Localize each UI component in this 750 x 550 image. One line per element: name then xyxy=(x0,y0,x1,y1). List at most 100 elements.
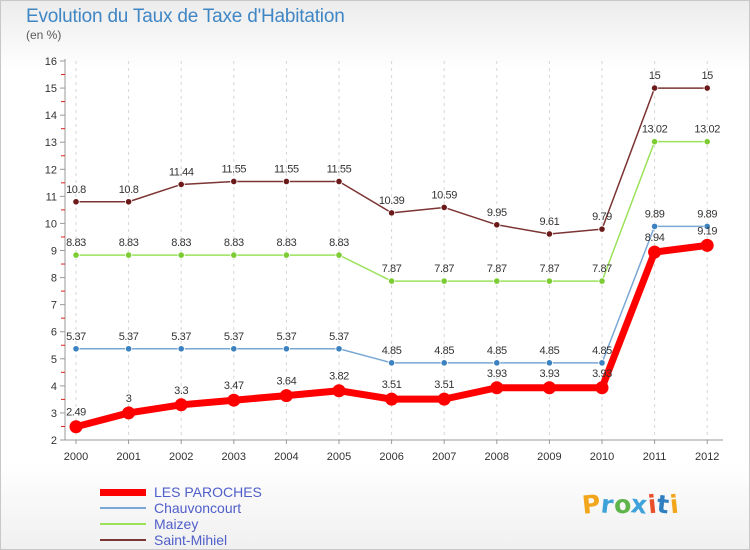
data-point xyxy=(174,398,188,412)
data-point xyxy=(177,251,185,259)
data-label: 10.59 xyxy=(431,189,457,201)
data-label: 8.83 xyxy=(224,237,244,249)
data-label: 4.85 xyxy=(382,345,402,357)
x-tick-label: 2006 xyxy=(379,451,403,463)
data-label: 8.83 xyxy=(119,237,139,249)
data-label: 9.95 xyxy=(487,207,507,219)
y-tick-label: 7 xyxy=(51,300,57,312)
data-label: 8.83 xyxy=(329,237,349,249)
data-label: 15 xyxy=(649,70,661,82)
data-point xyxy=(650,138,659,146)
data-label: 11.55 xyxy=(274,163,299,175)
data-point xyxy=(598,225,606,233)
data-point xyxy=(177,180,185,189)
x-tick-label: 2008 xyxy=(485,451,509,463)
x-tick-label: 2012 xyxy=(695,451,719,463)
y-tick-label: 12 xyxy=(45,164,57,176)
data-point xyxy=(703,222,711,231)
y-tick-label: 8 xyxy=(51,273,57,285)
y-tick-label: 16 xyxy=(45,56,57,68)
data-label: 2.49 xyxy=(66,407,86,419)
legend-label: Saint-Mihiel xyxy=(154,532,228,548)
data-point xyxy=(490,381,504,395)
data-point xyxy=(385,392,399,406)
data-point xyxy=(493,359,501,367)
legend-label: Chauvoncourt xyxy=(154,500,242,516)
data-label: 13.02 xyxy=(642,124,668,136)
data-label: 4.85 xyxy=(434,345,454,357)
data-label: 3.93 xyxy=(592,368,612,380)
legend-label: LES PAROCHES xyxy=(154,484,262,500)
data-label: 3.93 xyxy=(539,368,559,380)
y-tick-label: 5 xyxy=(51,354,57,366)
data-point xyxy=(335,177,343,186)
data-point xyxy=(282,251,290,259)
data-point xyxy=(282,177,290,186)
data-label: 5.37 xyxy=(276,331,296,343)
data-label: 3.64 xyxy=(276,376,296,388)
data-label: 7.87 xyxy=(434,263,454,275)
data-label: 3.93 xyxy=(487,368,507,380)
legend-item: Maizey xyxy=(100,516,262,532)
data-label: 9.79 xyxy=(592,211,612,223)
data-label: 7.87 xyxy=(592,263,612,275)
chart-legend: LES PAROCHES Chauvoncourt Maizey Saint-Mihi… xyxy=(100,484,262,548)
data-point xyxy=(703,84,711,92)
data-label: 3.82 xyxy=(329,371,349,383)
data-point xyxy=(122,406,136,420)
data-label: 8.83 xyxy=(66,237,86,249)
data-point xyxy=(72,345,80,353)
legend-item: Chauvoncourt xyxy=(100,500,262,516)
data-point xyxy=(335,251,343,259)
legend-item: LES PAROCHES xyxy=(100,484,262,500)
legend-item: Saint-Mihiel xyxy=(100,532,262,548)
data-label: 9.19 xyxy=(697,225,717,237)
data-point xyxy=(387,359,396,367)
data-point xyxy=(332,384,346,398)
x-tick-label: 2003 xyxy=(222,451,246,463)
data-point xyxy=(335,345,343,353)
data-point xyxy=(125,345,133,353)
data-point xyxy=(440,277,448,285)
data-point xyxy=(598,277,606,285)
logo-letter: i xyxy=(668,489,681,520)
x-tick-label: 2004 xyxy=(274,451,298,463)
data-point xyxy=(700,238,714,252)
legend-label: Maizey xyxy=(154,516,199,532)
data-label: 7.87 xyxy=(539,263,559,275)
proxiti-logo: Proxiti xyxy=(581,489,681,520)
y-tick-label: 2 xyxy=(51,435,57,447)
data-point xyxy=(279,389,293,403)
data-point xyxy=(230,251,238,259)
x-tick-label: 2007 xyxy=(432,451,456,463)
x-tick-label: 2000 xyxy=(64,451,88,463)
data-label: 15 xyxy=(701,70,713,82)
data-point xyxy=(598,359,606,367)
data-label: 11.44 xyxy=(169,166,194,178)
data-point xyxy=(230,177,238,186)
y-tick-label: 14 xyxy=(45,110,57,122)
data-label: 3.51 xyxy=(434,379,454,391)
data-label: 9.89 xyxy=(697,208,717,220)
legend-swatch xyxy=(100,523,146,525)
y-tick-label: 3 xyxy=(51,408,57,420)
data-label: 10.8 xyxy=(119,184,139,196)
data-label: 10.8 xyxy=(66,184,86,196)
data-label: 5.37 xyxy=(66,331,86,343)
data-point xyxy=(545,277,554,285)
data-label: 8.83 xyxy=(276,237,296,249)
data-point xyxy=(650,84,659,92)
data-label: 11.55 xyxy=(221,163,246,175)
x-tick-label: 2009 xyxy=(537,451,561,463)
y-tick-label: 9 xyxy=(51,246,57,258)
data-point xyxy=(595,381,609,395)
data-label: 7.87 xyxy=(382,263,402,275)
data-label: 3.47 xyxy=(224,380,244,392)
x-tick-label: 2001 xyxy=(116,451,140,463)
legend-swatch xyxy=(100,507,146,509)
data-label: 4.85 xyxy=(487,345,507,357)
x-tick-label: 2011 xyxy=(643,451,667,463)
data-label: 8.94 xyxy=(645,232,665,244)
data-label: 4.85 xyxy=(539,345,559,357)
